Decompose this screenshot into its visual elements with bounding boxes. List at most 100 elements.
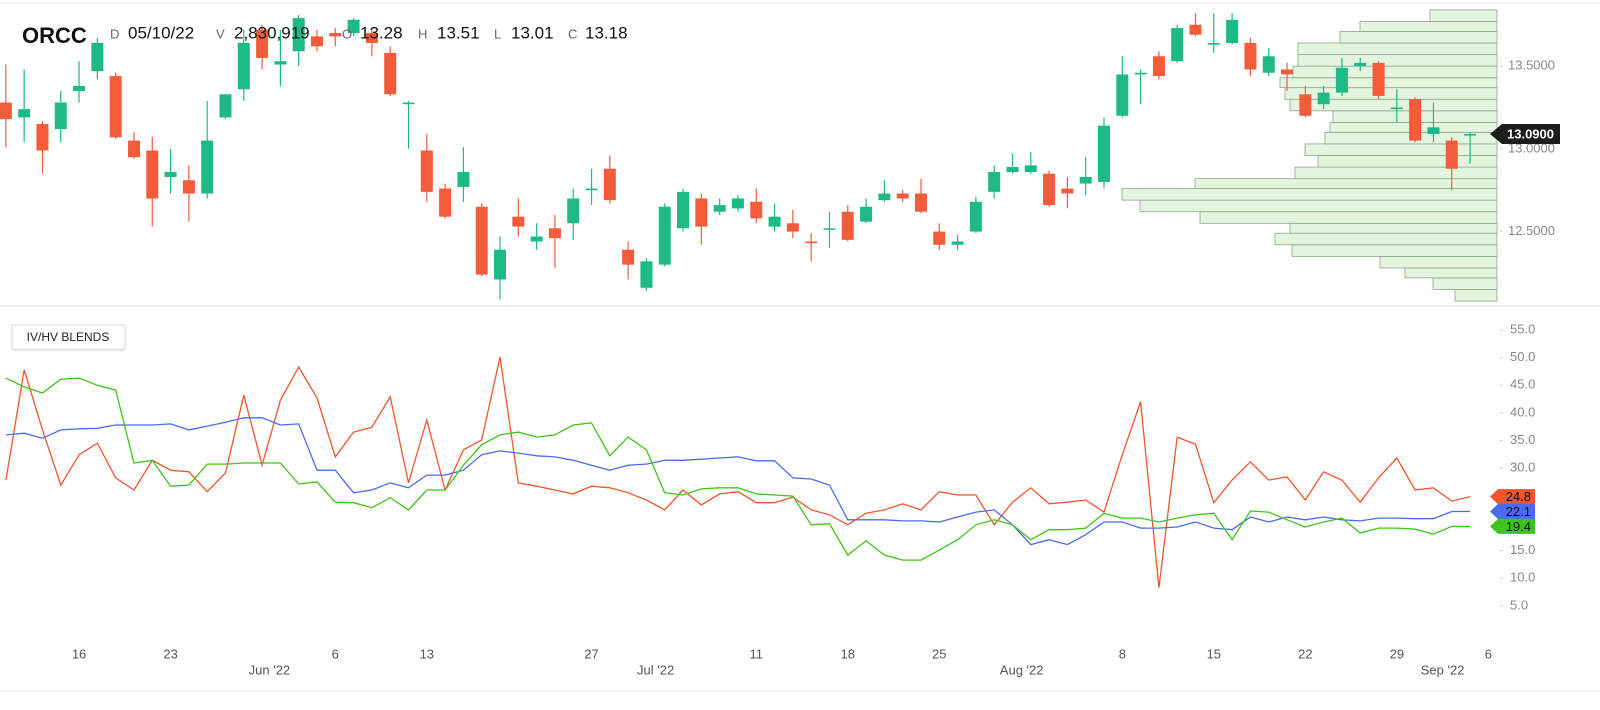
indicator-lines: [5, 356, 1471, 588]
candle-body: [256, 29, 269, 58]
last-price-tag: [1490, 123, 1560, 144]
profile-bar: [1429, 9, 1498, 22]
volume-profile: [1121, 9, 1498, 302]
candle-body: [384, 52, 397, 95]
candle-body: [658, 206, 671, 265]
candle-body: [91, 43, 104, 72]
candle-body: [237, 43, 250, 90]
candle-body: [0, 102, 12, 120]
candle-body: [1226, 19, 1239, 44]
month-label: Sep '22: [1421, 662, 1465, 677]
profile-bar: [1304, 143, 1498, 156]
candle-body: [329, 33, 342, 37]
candle-body: [201, 140, 214, 194]
x-tick-label: 15: [1207, 646, 1221, 661]
candle-body: [567, 198, 580, 224]
candle-body: [292, 18, 305, 52]
x-tick-label: 23: [163, 646, 177, 661]
candle-body: [1372, 62, 1385, 96]
field-label: V: [216, 26, 225, 41]
profile-bar: [1284, 87, 1498, 100]
month-label: Jun '22: [249, 662, 291, 677]
candle-body: [1134, 72, 1147, 75]
field-value: 13.01: [511, 23, 554, 42]
x-tick-label: 29: [1390, 646, 1404, 661]
candle-body: [512, 216, 525, 227]
candle-body: [677, 191, 690, 229]
candle-body: [494, 249, 507, 280]
field-label: O: [342, 26, 352, 41]
candle-body: [420, 150, 433, 192]
y-tick-label: 13.0000: [1508, 140, 1555, 155]
profile-bar: [1199, 211, 1498, 224]
candle-body: [585, 188, 598, 191]
candle-body: [457, 172, 470, 187]
y-tick-label: 12.5000: [1508, 223, 1555, 238]
candle-body: [1427, 127, 1440, 134]
profile-bar: [1359, 21, 1498, 32]
profile-bar: [1454, 289, 1498, 302]
x-tick-label: 6: [1485, 646, 1492, 661]
candle-body: [1445, 140, 1458, 169]
candle-body: [182, 180, 195, 194]
candle-body: [860, 206, 873, 222]
axes: 12.5000 13.0000 13.5000 13.0900 5.0 10.0 15.0 2…: [72, 58, 1560, 677]
y-tick-label: 5.0: [1510, 597, 1528, 612]
candle-body: [896, 193, 909, 199]
candle-body: [823, 228, 836, 230]
indicator-button[interactable]: [11, 324, 126, 350]
candle-body: [164, 172, 177, 177]
indicator-title[interactable]: IV/HV BLENDS: [27, 330, 110, 344]
x-tick-label: 25: [932, 646, 946, 661]
field-label: L: [494, 26, 501, 41]
indicator-line: [5, 356, 1471, 588]
last-value-tag: [1490, 504, 1535, 520]
candle-body: [548, 228, 561, 239]
candle-body: [969, 201, 982, 232]
candle-body: [1098, 125, 1111, 182]
candle-body: [695, 198, 708, 227]
candle-body: [310, 36, 323, 47]
profile-bar: [1292, 65, 1498, 79]
field-value: 13.18: [585, 23, 628, 42]
field-label: C: [568, 26, 577, 41]
field-value: 13.51: [437, 23, 480, 42]
candle-body: [402, 102, 415, 105]
profile-bar: [1289, 222, 1498, 234]
candle-body: [1079, 176, 1092, 184]
candle-body: [951, 241, 964, 245]
last-value-tag: [1490, 518, 1535, 534]
x-tick-label: 27: [584, 646, 598, 661]
field-value: 2,830,919: [234, 23, 310, 42]
candle-body: [1171, 28, 1184, 62]
candle-body: [768, 216, 781, 227]
profile-bar: [1139, 199, 1498, 213]
candle-body: [1281, 69, 1294, 75]
x-tick-label: 13: [420, 646, 434, 661]
candle-body: [914, 193, 927, 212]
last-price-label: 13.0900: [1507, 126, 1554, 141]
candle-body: [731, 198, 744, 209]
candle-body: [1299, 94, 1312, 116]
x-tick-label: 22: [1298, 646, 1312, 661]
candle-body: [1409, 99, 1422, 141]
y-tick-label: 15.0: [1510, 542, 1535, 557]
y-tick-label: 35.0: [1510, 432, 1535, 447]
candle-body: [640, 261, 653, 288]
x-tick-label: 18: [841, 646, 855, 661]
y-tick-label: 13.5000: [1508, 58, 1555, 73]
candle-body: [786, 223, 799, 232]
indicator-line: [5, 377, 1471, 561]
symbol: ORCC: [22, 23, 87, 48]
profile-bar: [1121, 188, 1498, 201]
candle-body: [475, 206, 488, 275]
x-tick-label: 16: [72, 646, 86, 661]
candle-body: [750, 201, 763, 219]
x-tick-label: 6: [332, 646, 339, 661]
candle-body: [1244, 43, 1257, 70]
candle-body: [18, 109, 31, 118]
profile-bar: [1432, 277, 1498, 290]
candle-body: [219, 94, 232, 118]
y-tick-label: 45.0: [1510, 377, 1535, 392]
candle-body: [1354, 62, 1367, 67]
